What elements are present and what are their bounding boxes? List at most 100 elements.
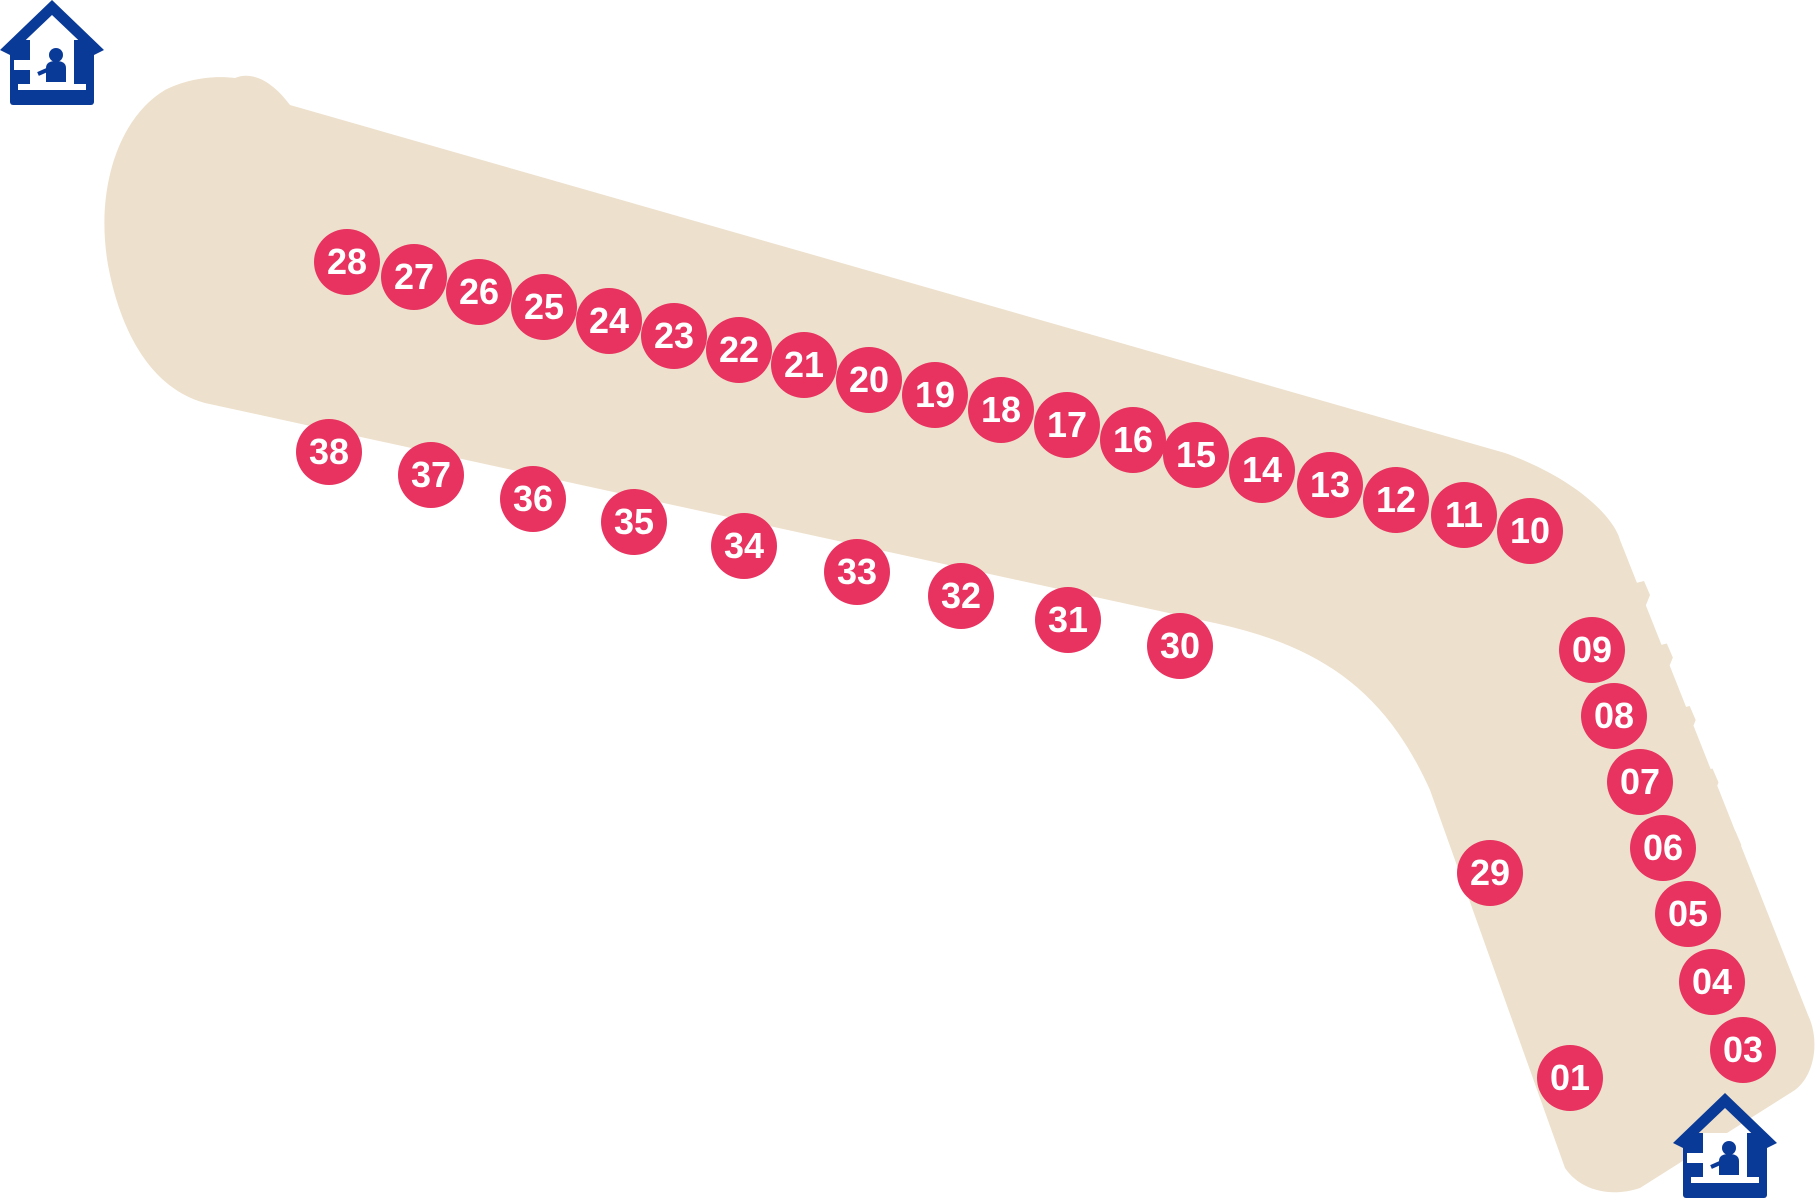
stand-marker-label: 33 xyxy=(837,551,877,592)
stand-marker-07[interactable]: 07 xyxy=(1607,749,1673,815)
stand-marker-35[interactable]: 35 xyxy=(601,489,667,555)
stand-marker-label: 21 xyxy=(784,344,824,385)
stand-marker-circle xyxy=(1297,452,1363,518)
stand-marker-circle xyxy=(1679,949,1745,1015)
stand-marker-16[interactable]: 16 xyxy=(1100,407,1166,473)
stand-marker-circle xyxy=(1147,613,1213,679)
stand-marker-36[interactable]: 36 xyxy=(500,466,566,532)
stand-marker-label: 30 xyxy=(1160,625,1200,666)
stand-marker-17[interactable]: 17 xyxy=(1034,392,1100,458)
stand-marker-21[interactable]: 21 xyxy=(771,332,837,398)
kiosk-person-head xyxy=(49,48,63,62)
stand-marker-25[interactable]: 25 xyxy=(511,274,577,340)
stand-marker-circle xyxy=(1630,815,1696,881)
stand-marker-06[interactable]: 06 xyxy=(1630,815,1696,881)
stand-marker-label: 04 xyxy=(1692,961,1732,1002)
stand-markers: 01 03 04 05 06 07 08 09 10 11 12 13 14 15 16 17 18 19 20 21… xyxy=(296,229,1776,1111)
stand-marker-31[interactable]: 31 xyxy=(1035,587,1101,653)
stand-marker-circle xyxy=(398,442,464,508)
stand-marker-29[interactable]: 29 xyxy=(1457,840,1523,906)
gate-finger xyxy=(920,314,980,402)
stand-marker-09[interactable]: 09 xyxy=(1559,617,1625,683)
stand-marker-12[interactable]: 12 xyxy=(1363,467,1429,533)
kiosk-sign xyxy=(14,60,30,70)
kiosk-person-body xyxy=(1719,1154,1739,1175)
stand-marker-circle xyxy=(1581,683,1647,749)
stand-marker-03[interactable]: 03 xyxy=(1710,1017,1776,1083)
stand-marker-label: 34 xyxy=(724,525,764,566)
stand-marker-circle xyxy=(511,274,577,340)
stand-marker-label: 15 xyxy=(1176,434,1216,475)
stand-marker-label: 24 xyxy=(589,300,629,341)
stand-marker-label: 14 xyxy=(1242,449,1282,490)
stand-marker-34[interactable]: 34 xyxy=(711,513,777,579)
stand-marker-circle xyxy=(1163,422,1229,488)
stand-marker-circle xyxy=(446,259,512,325)
stand-marker-circle xyxy=(902,362,968,428)
stand-marker-circle xyxy=(381,244,447,310)
stand-marker-circle xyxy=(296,419,362,485)
stand-marker-circle xyxy=(1607,749,1673,815)
stand-marker-04[interactable]: 04 xyxy=(1679,949,1745,1015)
stand-marker-label: 05 xyxy=(1668,893,1708,934)
stand-marker-14[interactable]: 14 xyxy=(1229,437,1295,503)
stand-marker-label: 12 xyxy=(1376,479,1416,520)
stand-marker-38[interactable]: 38 xyxy=(296,419,362,485)
stand-marker-label: 08 xyxy=(1594,695,1634,736)
stand-marker-label: 17 xyxy=(1047,404,1087,445)
stand-marker-label: 06 xyxy=(1643,827,1683,868)
stand-marker-circle xyxy=(1497,498,1563,564)
gate-finger xyxy=(597,234,658,322)
stand-marker-label: 38 xyxy=(309,431,349,472)
stand-marker-20[interactable]: 20 xyxy=(836,347,902,413)
gate-fingers-right-pier xyxy=(1614,581,1787,1020)
stand-marker-08[interactable]: 08 xyxy=(1581,683,1647,749)
stand-marker-30[interactable]: 30 xyxy=(1147,613,1213,679)
stand-marker-28[interactable]: 28 xyxy=(314,229,380,295)
stand-marker-circle xyxy=(1710,1017,1776,1083)
stand-marker-32[interactable]: 32 xyxy=(928,563,994,629)
gate-finger xyxy=(1659,706,1696,770)
stand-marker-circle xyxy=(1457,840,1523,906)
stand-marker-01[interactable]: 01 xyxy=(1537,1045,1603,1111)
stand-marker-circle xyxy=(1655,881,1721,947)
stand-marker-05[interactable]: 05 xyxy=(1655,881,1721,947)
stand-marker-label: 35 xyxy=(614,501,654,542)
kiosk-person-body xyxy=(46,61,66,82)
gate-finger xyxy=(1614,581,1650,645)
stand-marker-label: 13 xyxy=(1310,464,1350,505)
stand-marker-label: 36 xyxy=(513,478,553,519)
stand-marker-18[interactable]: 18 xyxy=(968,377,1034,443)
gate-finger xyxy=(468,202,529,290)
stand-marker-circle xyxy=(1229,437,1295,503)
stand-marker-26[interactable]: 26 xyxy=(446,259,512,325)
stand-marker-13[interactable]: 13 xyxy=(1297,452,1363,518)
stand-marker-24[interactable]: 24 xyxy=(576,288,642,354)
stand-marker-circle xyxy=(771,332,837,398)
stand-marker-33[interactable]: 33 xyxy=(824,539,890,605)
stand-marker-label: 09 xyxy=(1572,629,1612,670)
stand-marker-19[interactable]: 19 xyxy=(902,362,968,428)
stand-marker-11[interactable]: 11 xyxy=(1431,482,1497,548)
stand-marker-27[interactable]: 27 xyxy=(381,244,447,310)
stand-marker-23[interactable]: 23 xyxy=(641,303,707,369)
kiosk-person-head xyxy=(1722,1141,1736,1155)
stand-marker-37[interactable]: 37 xyxy=(398,442,464,508)
stand-marker-label: 25 xyxy=(524,286,564,327)
kiosk-person-arm xyxy=(1710,1161,1721,1169)
stand-marker-label: 10 xyxy=(1510,510,1550,551)
stand-marker-22[interactable]: 22 xyxy=(706,317,772,383)
stand-marker-15[interactable]: 15 xyxy=(1163,422,1229,488)
gate-finger xyxy=(1636,643,1673,708)
stand-marker-label: 23 xyxy=(654,315,694,356)
stand-marker-10[interactable]: 10 xyxy=(1497,498,1563,564)
stand-marker-label: 11 xyxy=(1445,494,1483,535)
gate-finger xyxy=(533,218,594,306)
gate-finger xyxy=(1682,768,1719,833)
stand-marker-circle xyxy=(824,539,890,605)
stand-marker-circle xyxy=(1537,1045,1603,1111)
stand-marker-label: 07 xyxy=(1620,761,1660,802)
stand-marker-circle xyxy=(1035,587,1101,653)
kiosk-counter xyxy=(18,84,86,90)
